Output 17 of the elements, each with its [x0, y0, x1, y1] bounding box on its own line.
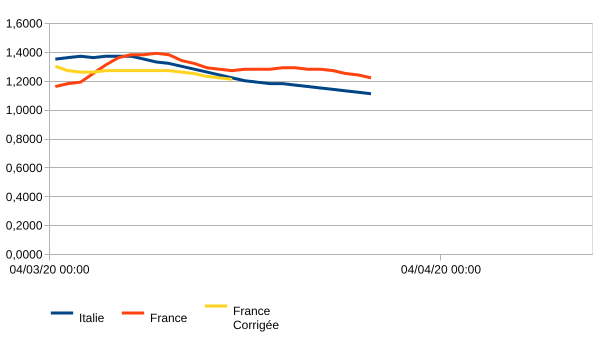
legend-label: Italie	[79, 311, 105, 325]
y-tick-label: 0,2000	[6, 218, 43, 233]
y-tick-label: 1,0000	[6, 103, 43, 118]
y-tick-label: 1,6000	[6, 16, 43, 30]
y-tick-label: 1,4000	[6, 45, 43, 60]
y-tick-label: 0,0000	[6, 248, 43, 262]
line-series	[54, 52, 373, 88]
line-series	[54, 54, 373, 96]
x-tick-label: 04/03/20 00:00	[9, 262, 90, 276]
y-tick-label: 1,2000	[6, 74, 43, 88]
x-tick-label: 04/04/20 00:00	[400, 262, 482, 276]
y-tick-label: 0,6000	[6, 160, 43, 175]
y-tick-label: 0,8000	[6, 132, 43, 146]
legend-label: France Corrigée	[233, 304, 280, 332]
line-series	[54, 64, 234, 81]
legend-label: France	[150, 311, 188, 325]
y-tick-label: 0,4000	[6, 190, 43, 204]
